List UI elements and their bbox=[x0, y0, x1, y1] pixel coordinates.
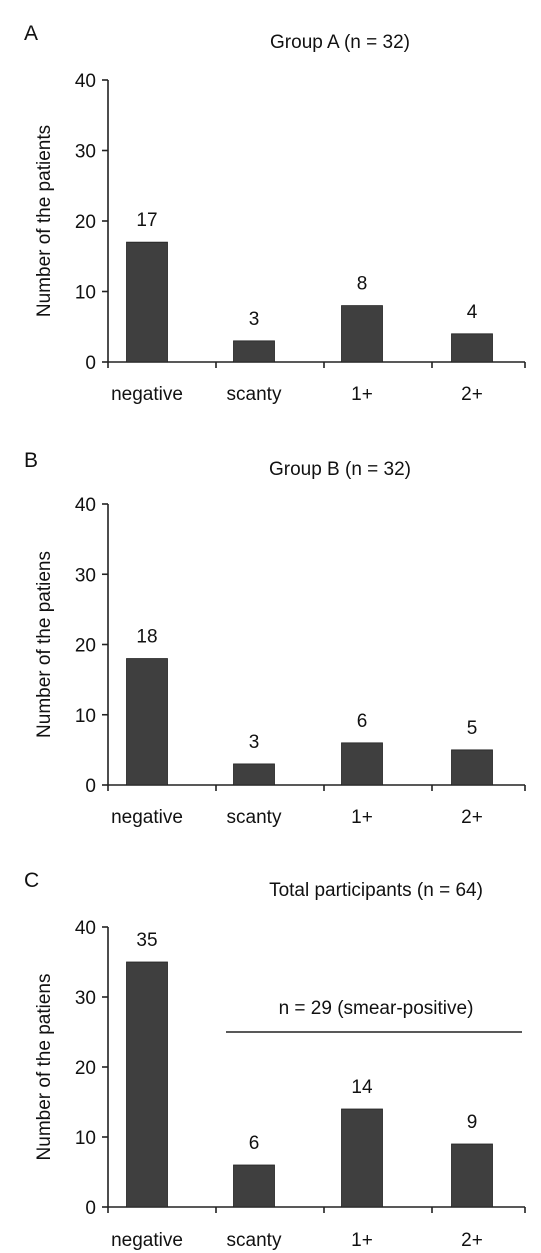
bar-negative bbox=[126, 241, 168, 363]
bar-2plus bbox=[451, 749, 493, 786]
chart-title: Group A (n = 32) bbox=[270, 32, 410, 53]
y-tick-label: 30 bbox=[75, 988, 96, 1009]
annotation-text: n = 29 (smear-positive) bbox=[279, 998, 474, 1019]
y-tick-label: 30 bbox=[75, 565, 96, 586]
y-tick-label: 30 bbox=[75, 142, 96, 163]
bar-1plus bbox=[341, 742, 383, 786]
data-label: 3 bbox=[249, 309, 260, 330]
y-tick-label: 10 bbox=[75, 283, 96, 304]
category-label: 1+ bbox=[351, 384, 373, 405]
y-axis-label: Number of the patients bbox=[34, 125, 55, 317]
y-tick-label: 10 bbox=[75, 1128, 96, 1149]
category-label: 2+ bbox=[461, 384, 483, 405]
y-tick-label: 20 bbox=[75, 1058, 96, 1079]
data-label: 6 bbox=[357, 711, 368, 732]
data-label: 8 bbox=[357, 274, 368, 295]
bar-2plus bbox=[451, 333, 493, 363]
chart-title: Total participants (n = 64) bbox=[269, 880, 483, 901]
chart-panel-b: B Group B (n = 32) Number of the patiens 0 1… bbox=[24, 449, 526, 828]
bar-1plus bbox=[341, 1108, 383, 1208]
y-axis-label: Number of the patiens bbox=[34, 551, 55, 738]
y-tick-label: 40 bbox=[75, 71, 96, 92]
data-label: 35 bbox=[136, 930, 157, 951]
y-tick-label: 10 bbox=[75, 706, 96, 727]
data-label: 18 bbox=[136, 627, 157, 648]
y-tick-label: 0 bbox=[85, 353, 96, 374]
category-label: negative bbox=[111, 807, 183, 828]
y-tick-label: 20 bbox=[75, 212, 96, 233]
data-label: 17 bbox=[136, 210, 157, 231]
chart-title: Group B (n = 32) bbox=[269, 459, 411, 480]
data-label: 4 bbox=[467, 302, 478, 323]
data-label: 5 bbox=[467, 718, 478, 739]
data-label: 3 bbox=[249, 732, 260, 753]
chart-panel-c: C Total participants (n = 64) Number of th… bbox=[24, 869, 526, 1251]
category-label: negative bbox=[111, 1230, 183, 1251]
y-tick-label: 40 bbox=[75, 495, 96, 516]
bar-scanty bbox=[233, 340, 275, 363]
panel-letter: C bbox=[24, 869, 39, 892]
panel-letter: B bbox=[24, 449, 38, 472]
y-tick-label: 0 bbox=[85, 776, 96, 797]
y-axis-label: Number of the patiens bbox=[34, 974, 55, 1161]
bar-2plus bbox=[451, 1143, 493, 1208]
bar-scanty bbox=[233, 1164, 275, 1208]
chart-panel-a: A Group A (n = 32) Number of the patients 0… bbox=[24, 22, 526, 405]
category-label: negative bbox=[111, 384, 183, 405]
category-label: 1+ bbox=[351, 1230, 373, 1251]
category-label: scanty bbox=[227, 1230, 282, 1251]
y-tick-label: 0 bbox=[85, 1198, 96, 1219]
category-label: 2+ bbox=[461, 807, 483, 828]
y-tick-label: 40 bbox=[75, 918, 96, 939]
data-label: 14 bbox=[351, 1077, 373, 1098]
category-label: 2+ bbox=[461, 1230, 483, 1251]
data-label: 6 bbox=[249, 1133, 260, 1154]
bar-negative bbox=[126, 658, 168, 786]
bar-negative bbox=[126, 961, 168, 1208]
bar-scanty bbox=[233, 763, 275, 786]
category-label: scanty bbox=[227, 807, 282, 828]
category-label: 1+ bbox=[351, 807, 373, 828]
y-tick-label: 20 bbox=[75, 636, 96, 657]
bar-1plus bbox=[341, 305, 383, 363]
panel-letter: A bbox=[24, 22, 38, 45]
data-label: 9 bbox=[467, 1112, 478, 1133]
category-label: scanty bbox=[227, 384, 282, 405]
